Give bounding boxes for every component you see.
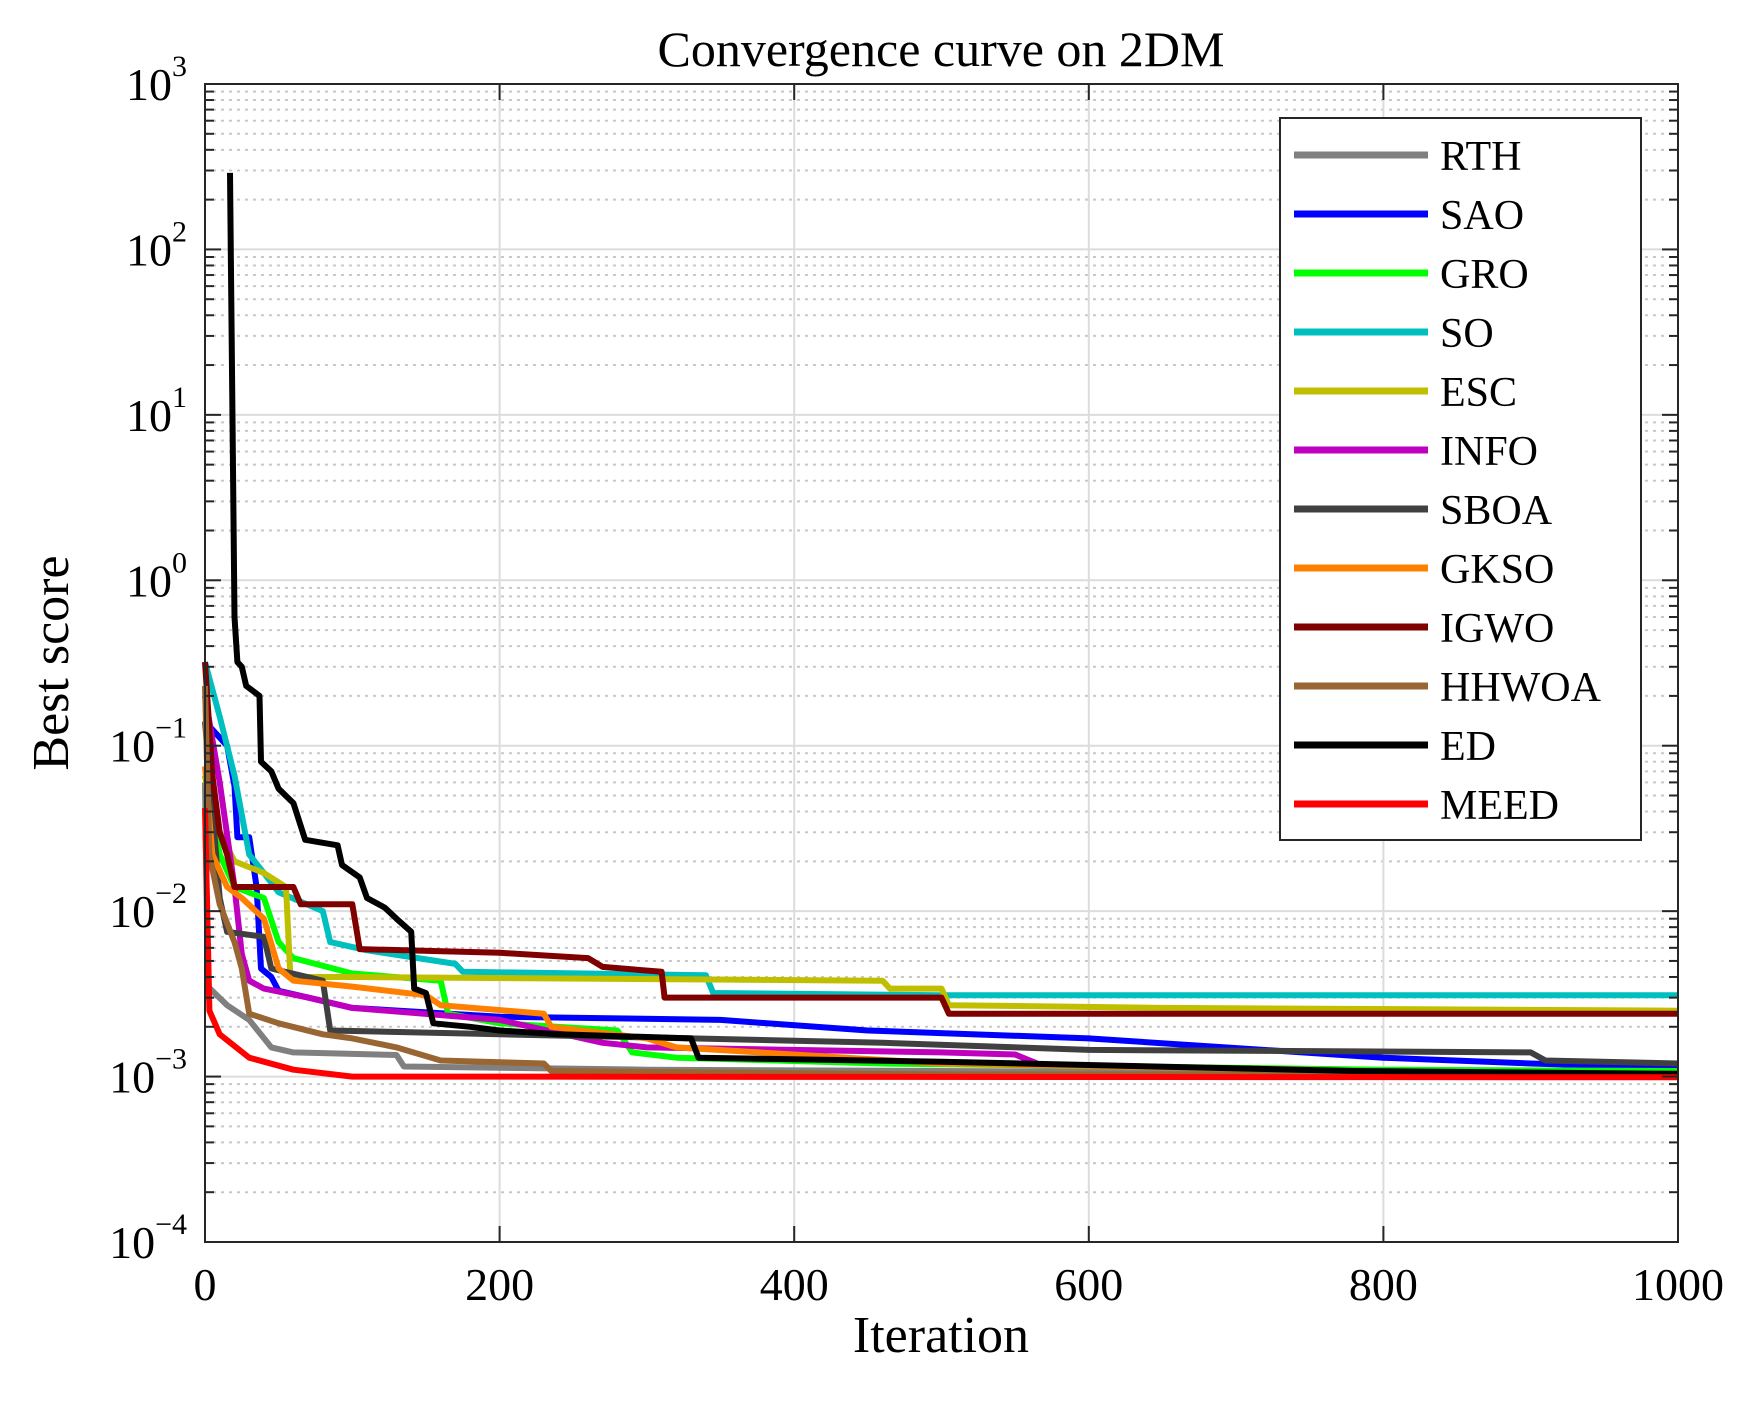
- series-line-ed: [227, 172, 1679, 1077]
- legend-label-info: INFO: [1440, 429, 1538, 475]
- plot-frame: [204, 83, 1679, 1243]
- legend-label-rth: RTH: [1440, 134, 1521, 180]
- y-tick-exponent: 1: [172, 381, 187, 414]
- y-tick-base: 10: [126, 390, 172, 441]
- y-tick-base: 10: [126, 555, 172, 606]
- y-tick-exponent: −1: [155, 712, 187, 745]
- legend-label-meed: MEED: [1440, 783, 1559, 829]
- y-tick-exponent: 3: [172, 50, 187, 83]
- series-line-igwo: [202, 661, 1678, 1017]
- x-tick-label: 600: [1054, 1259, 1123, 1310]
- series-line-meed: [202, 807, 1679, 1081]
- legend-label-igwo: IGWO: [1440, 606, 1554, 652]
- y-axis-label: Best score: [23, 555, 80, 770]
- x-tick-label: 400: [760, 1259, 829, 1310]
- series-line-so: [202, 661, 1678, 999]
- legend-label-gkso: GKSO: [1440, 547, 1554, 593]
- y-tick-base: 10: [109, 886, 155, 937]
- legend: RTH SAO GRO SO ESC INFO SBOA GKSO IGWO HHWOA ED MEE…: [1279, 117, 1642, 841]
- legend-label-ed: ED: [1440, 724, 1496, 770]
- y-tick-exponent: −3: [155, 1043, 187, 1076]
- y-tick-label: 100: [126, 546, 187, 606]
- legend-label-sboa: SBOA: [1440, 488, 1553, 534]
- x-tick-label: 0: [194, 1259, 217, 1310]
- grid: [204, 83, 1679, 1243]
- y-tick-exponent: 2: [172, 215, 187, 248]
- y-tick-label: 101: [126, 381, 187, 441]
- y-tick-label: 103: [126, 50, 187, 110]
- x-axis-label: Iteration: [853, 1307, 1029, 1364]
- y-tick-base: 10: [109, 1217, 155, 1268]
- legend-label-sao: SAO: [1440, 193, 1524, 239]
- series-line-hhwoa: [202, 685, 1678, 1078]
- legend-label-esc: ESC: [1440, 370, 1517, 416]
- x-tick-label: 800: [1349, 1259, 1418, 1310]
- y-tick-exponent: −2: [155, 877, 187, 910]
- y-tick-base: 10: [109, 1052, 155, 1103]
- y-tick-exponent: 0: [172, 546, 187, 579]
- x-tick-label: 200: [465, 1259, 534, 1310]
- y-tick-label: 10−3: [109, 1043, 187, 1103]
- series-line-esc: [202, 765, 1679, 1014]
- x-tick-label: 1000: [1632, 1259, 1724, 1310]
- y-tick-label: 102: [126, 215, 187, 275]
- legend-label-so: SO: [1440, 311, 1494, 357]
- chart-title: Convergence curve on 2DM: [658, 21, 1225, 77]
- y-tick-base: 10: [126, 59, 172, 110]
- y-tick-exponent: −4: [155, 1208, 187, 1241]
- y-tick-label: 10−2: [109, 877, 187, 937]
- legend-label-hhwoa: HHWOA: [1440, 665, 1602, 711]
- legend-box: [1279, 117, 1642, 841]
- series-lines: [202, 172, 1679, 1081]
- y-tick-label: 10−4: [109, 1208, 187, 1268]
- y-tick-base: 10: [109, 721, 155, 772]
- legend-label-gro: GRO: [1440, 252, 1529, 298]
- series-line-info: [202, 695, 1039, 1067]
- y-tick-base: 10: [126, 224, 172, 275]
- y-tick-label: 10−1: [109, 712, 187, 772]
